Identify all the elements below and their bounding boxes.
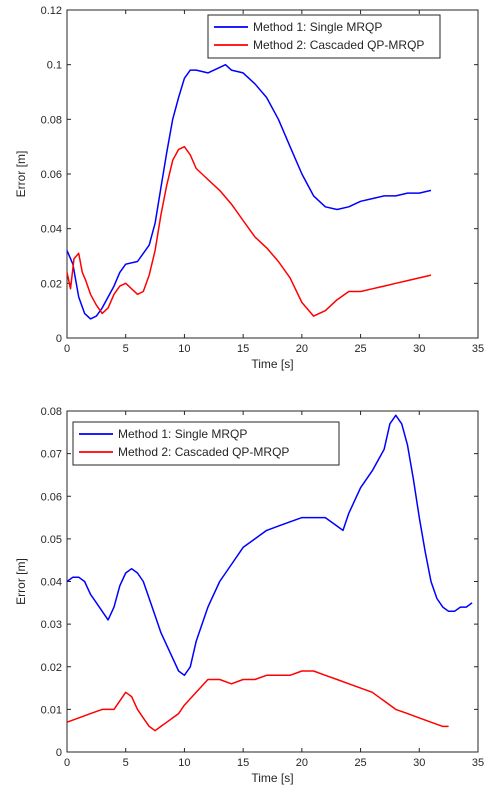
y-tick-label: 0.12 <box>41 5 62 17</box>
x-tick-label: 0 <box>64 343 70 355</box>
legend-label: Method 1: Single MRQP <box>118 427 247 441</box>
y-tick-label: 0.03 <box>41 619 62 631</box>
y-tick-label: 0.06 <box>41 491 62 503</box>
y-tick-label: 0.02 <box>41 662 62 674</box>
x-tick-label: 10 <box>178 343 190 355</box>
series-line-2 <box>66 670 449 732</box>
x-tick-label: 15 <box>237 757 249 769</box>
y-tick-label: 0 <box>56 747 62 759</box>
x-tick-label: 20 <box>296 757 308 769</box>
y-tick-label: 0 <box>56 333 62 345</box>
x-axis-label: Time [s] <box>251 771 293 785</box>
legend: Method 1: Single MRQP Method 2: Cascaded … <box>72 421 340 466</box>
x-tick-label: 35 <box>472 757 484 769</box>
x-tick-label: 0 <box>64 757 70 769</box>
legend-box <box>72 421 340 466</box>
series-line-1 <box>66 414 473 677</box>
y-tick-label: 0.08 <box>41 114 62 126</box>
y-axis-label: Error [m] <box>14 151 28 198</box>
series-line-2 <box>66 145 432 317</box>
legend-label: Method 2: Cascaded QP-MRQP <box>253 38 424 52</box>
x-tick-label: 15 <box>237 343 249 355</box>
y-tick-label: 0.04 <box>41 577 62 589</box>
y-tick-label: 0.01 <box>41 704 62 716</box>
x-tick-label: 5 <box>123 757 129 769</box>
chart-2: 0 5 10 15 20 25 30 35 0 0.01 0.02 0.03 0.04 0.05 0.06 0… <box>14 406 484 785</box>
x-tick-label: 10 <box>178 757 190 769</box>
x-tick-label: 25 <box>354 343 366 355</box>
x-tick-label: 30 <box>413 343 425 355</box>
plot-area <box>66 9 479 339</box>
y-tick-label: 0.05 <box>41 534 62 546</box>
legend-label: Method 1: Single MRQP <box>253 20 382 34</box>
y-tick-label: 0.04 <box>41 224 62 236</box>
x-tick-label: 35 <box>472 343 484 355</box>
y-tick-label: 0.06 <box>41 169 62 181</box>
legend-label: Method 2: Cascaded QP-MRQP <box>118 445 289 459</box>
y-tick-label: 0.02 <box>41 278 62 290</box>
x-tick-label: 20 <box>296 343 308 355</box>
legend: Method 1: Single MRQP Method 2: Cascaded … <box>207 14 441 59</box>
y-tick-label: 0.08 <box>41 406 62 418</box>
legend-box <box>207 14 441 59</box>
x-tick-label: 30 <box>413 757 425 769</box>
chart-1: 0 5 10 15 20 25 30 35 0 0.02 0.04 0.06 0.08 0.1 0.12 Ti… <box>14 5 484 371</box>
x-tick-label: 5 <box>123 343 129 355</box>
y-tick-label: 0.1 <box>47 60 62 72</box>
x-axis-label: Time [s] <box>251 357 293 371</box>
x-tick-label: 25 <box>354 757 366 769</box>
y-tick-label: 0.07 <box>41 449 62 461</box>
series-line-1 <box>66 63 432 320</box>
y-axis-label: Error [m] <box>14 558 28 605</box>
